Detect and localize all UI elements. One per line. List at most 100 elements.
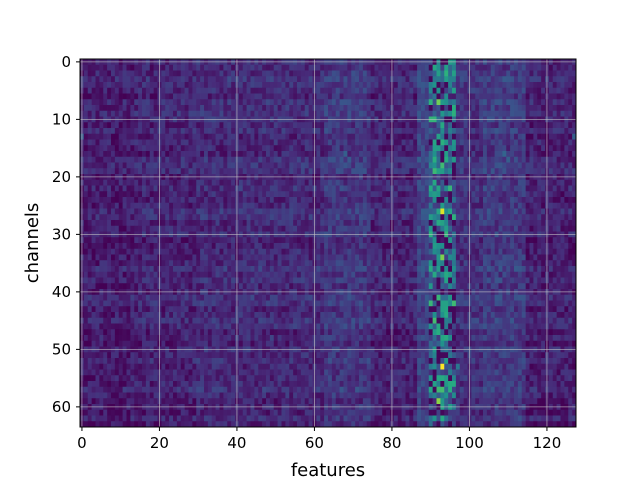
heatmap-cell <box>320 76 325 83</box>
heatmap-cell <box>107 271 112 278</box>
heatmap-cell <box>293 156 298 163</box>
heatmap-cell <box>246 145 251 152</box>
heatmap-cell <box>378 128 383 135</box>
heatmap-cell <box>130 133 135 140</box>
heatmap-cell <box>537 82 542 89</box>
heatmap-cell <box>440 151 445 158</box>
heatmap-cell <box>145 214 151 221</box>
heatmap-cell <box>517 93 523 100</box>
heatmap-cell <box>359 220 364 227</box>
heatmap-cell <box>347 214 352 221</box>
heatmap-cell <box>300 87 306 94</box>
heatmap-cell <box>537 237 542 244</box>
heatmap-cell <box>529 70 534 77</box>
heatmap-cell <box>514 191 519 198</box>
heatmap-cell <box>548 87 554 94</box>
heatmap-cell <box>266 220 271 227</box>
heatmap-cell <box>188 277 193 284</box>
heatmap-cell <box>459 82 464 89</box>
heatmap-cell <box>564 93 569 100</box>
heatmap-cell <box>320 105 325 112</box>
heatmap-cell <box>471 266 476 273</box>
heatmap-cell <box>176 197 182 204</box>
heatmap-cell <box>486 76 492 83</box>
heatmap-cell <box>362 156 368 163</box>
heatmap-cell <box>328 110 333 117</box>
heatmap-cell <box>207 162 213 169</box>
heatmap-cell <box>483 70 488 77</box>
heatmap-cell <box>444 82 449 89</box>
heatmap-cell <box>250 93 255 100</box>
heatmap-cell <box>448 156 453 163</box>
heatmap-cell <box>339 179 344 186</box>
heatmap-cell <box>370 191 375 198</box>
heatmap-cell <box>564 260 569 267</box>
heatmap-cell <box>339 133 344 140</box>
heatmap-cell <box>444 133 449 140</box>
heatmap-cell <box>308 243 313 250</box>
heatmap-cell <box>145 156 151 163</box>
heatmap-cell <box>440 254 445 261</box>
heatmap-cell <box>328 105 333 112</box>
heatmap-cell <box>134 133 139 140</box>
heatmap-cell <box>304 220 309 227</box>
heatmap-cell <box>254 145 259 152</box>
heatmap-cell <box>142 248 147 255</box>
heatmap-cell <box>537 156 542 163</box>
heatmap-cell <box>397 162 402 169</box>
heatmap-cell <box>200 243 205 250</box>
heatmap-cell <box>308 156 313 163</box>
heatmap-cell <box>366 70 371 77</box>
heatmap-cell <box>572 139 577 146</box>
heatmap-cell <box>111 168 116 175</box>
heatmap-cell <box>111 266 116 273</box>
heatmap-cell <box>413 277 418 284</box>
heatmap-cell <box>254 271 259 278</box>
heatmap-cell <box>401 225 406 232</box>
heatmap-cell <box>479 99 484 106</box>
heatmap-cell <box>521 266 526 273</box>
heatmap-cell <box>564 139 569 146</box>
heatmap-cell <box>281 197 286 204</box>
heatmap-cell <box>428 99 433 106</box>
heatmap-cell <box>219 99 224 106</box>
heatmap-cell <box>107 254 112 261</box>
heatmap-cell <box>266 260 271 267</box>
heatmap-cell <box>277 162 282 169</box>
heatmap-cell <box>324 93 329 100</box>
heatmap-cell <box>83 122 89 129</box>
heatmap-cell <box>502 243 507 250</box>
heatmap-cell <box>266 214 271 221</box>
heatmap-cell <box>142 220 147 227</box>
heatmap-cell <box>169 220 174 227</box>
heatmap-cell <box>126 139 131 146</box>
heatmap-cell <box>564 243 569 250</box>
heatmap-cell <box>471 179 476 186</box>
heatmap-cell <box>118 110 123 117</box>
heatmap-cell <box>118 225 123 232</box>
heatmap-cell <box>572 168 577 175</box>
heatmap-cell <box>397 122 402 129</box>
heatmap-cell <box>99 139 104 146</box>
heatmap-cell <box>386 70 391 77</box>
heatmap-cell <box>521 151 526 158</box>
heatmap-cell <box>161 156 166 163</box>
heatmap-cell <box>285 214 290 221</box>
heatmap-cell <box>308 110 313 117</box>
heatmap-cell <box>541 139 546 146</box>
heatmap-cell <box>262 220 267 227</box>
heatmap-cell <box>227 271 232 278</box>
heatmap-cell <box>362 185 368 192</box>
heatmap-cell <box>297 87 302 94</box>
heatmap-cell <box>262 237 267 244</box>
heatmap-cell <box>328 156 333 163</box>
heatmap-cell <box>103 99 108 106</box>
heatmap-cell <box>126 254 131 261</box>
heatmap-cell <box>281 260 286 267</box>
heatmap-cell <box>382 191 387 198</box>
heatmap-cell <box>204 248 209 255</box>
heatmap-cell <box>289 76 294 83</box>
heatmap-cell <box>145 82 151 89</box>
heatmap-cell <box>122 70 127 77</box>
heatmap-cell <box>362 168 368 175</box>
